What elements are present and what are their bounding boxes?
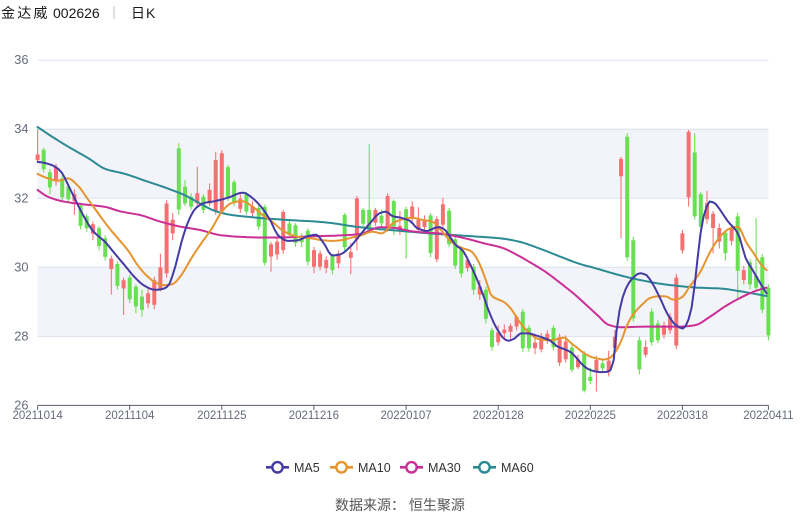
svg-text:MA30: MA30 bbox=[428, 461, 461, 475]
svg-text:20211216: 20211216 bbox=[289, 410, 339, 422]
svg-text:20220225: 20220225 bbox=[565, 410, 616, 422]
svg-text:MA60: MA60 bbox=[501, 461, 534, 475]
svg-text:MA5: MA5 bbox=[294, 461, 320, 475]
svg-text:20220107: 20220107 bbox=[381, 410, 432, 422]
svg-text:34: 34 bbox=[14, 121, 28, 136]
svg-text:36: 36 bbox=[14, 52, 28, 67]
svg-text:26: 26 bbox=[14, 397, 28, 412]
svg-text:20220411: 20220411 bbox=[743, 410, 793, 422]
svg-text:20220318: 20220318 bbox=[657, 410, 708, 422]
svg-text:MA10: MA10 bbox=[358, 461, 391, 475]
svg-text:金达威: 金达威 bbox=[1, 5, 50, 21]
svg-text:002626: 002626 bbox=[53, 5, 100, 21]
svg-text:28: 28 bbox=[14, 328, 28, 343]
svg-text:20211125: 20211125 bbox=[197, 410, 246, 422]
svg-text:32: 32 bbox=[14, 190, 28, 205]
svg-text:30: 30 bbox=[14, 259, 28, 274]
svg-text:20211104: 20211104 bbox=[105, 410, 155, 422]
svg-text:日K: 日K bbox=[131, 5, 156, 21]
svg-text:数据来源： 恒生聚源: 数据来源： 恒生聚源 bbox=[335, 497, 465, 513]
svg-text:20211014: 20211014 bbox=[12, 410, 63, 422]
svg-text:20220128: 20220128 bbox=[473, 410, 524, 422]
